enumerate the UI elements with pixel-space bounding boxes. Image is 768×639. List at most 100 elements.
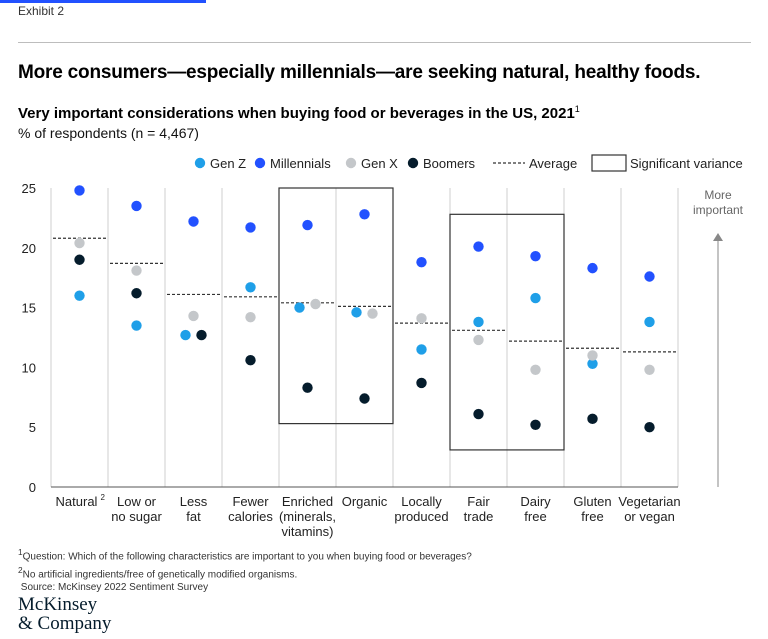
boomers-dot	[196, 329, 207, 341]
millennials-dot	[359, 209, 370, 220]
legend-gen-x-label: Gen X	[361, 156, 398, 171]
chart-title-footnote-marker: 1	[574, 104, 580, 114]
millennials-dot	[74, 185, 85, 196]
mckinsey-logo: McKinsey & Company	[18, 595, 111, 633]
legend-boomers-swatch	[407, 157, 419, 169]
category-label: Vegetarian	[618, 494, 680, 509]
up-arrow-icon	[713, 233, 723, 241]
gen-z-dot	[294, 302, 305, 313]
boomers-dot	[587, 413, 598, 425]
y-tick-label: 5	[29, 420, 36, 435]
millennials-dot	[245, 222, 256, 233]
millennials-dot	[644, 271, 655, 282]
category-label: Enriched	[282, 494, 333, 509]
category-label: Fair	[467, 494, 490, 509]
category-label: free	[524, 509, 546, 524]
gen-x-dot	[245, 311, 256, 323]
gen-x-dot	[131, 265, 142, 276]
category-label: Locally	[401, 494, 442, 509]
gen-z-dot	[473, 316, 484, 328]
category-label: calories	[228, 509, 273, 524]
legend-millennials-swatch	[254, 157, 266, 169]
significant-variance-box	[278, 187, 394, 425]
chart-title: Very important considerations when buyin…	[18, 104, 580, 122]
gen-z-dot	[131, 320, 142, 331]
gen-z-dot	[644, 316, 655, 328]
gen-z-dot	[351, 307, 362, 318]
header-divider	[18, 42, 751, 43]
gen-z-dot	[530, 292, 541, 304]
more-important-label-2: important	[693, 203, 744, 217]
millennials-dot	[530, 250, 541, 262]
gen-x-dot	[530, 364, 541, 375]
footnote-1: 1Question: Which of the following charac…	[18, 546, 472, 564]
millennials-dot	[188, 216, 199, 227]
footnote-1-marker: 1	[18, 547, 23, 557]
y-tick-label: 10	[22, 360, 36, 375]
category-label: vitamins)	[281, 524, 333, 539]
category-label: no sugar	[111, 509, 162, 524]
gen-z-dot	[416, 344, 427, 355]
boomers-dot	[359, 393, 370, 404]
exhibit-label: Exhibit 2	[18, 4, 65, 18]
gen-z-dot	[74, 290, 85, 301]
legend-boomers-label: Boomers	[423, 156, 476, 171]
source-note: Source: McKinsey 2022 Sentiment Survey	[18, 582, 472, 595]
footnote-1-text: Question: Which of the following charact…	[22, 551, 472, 563]
logo-line-1: McKinsey	[18, 594, 98, 615]
category-label: Organic	[342, 494, 388, 509]
headline: More consumers—especially millennials—ar…	[18, 62, 701, 83]
legend-millennials-label: Millennials	[270, 156, 331, 171]
category-label: free	[581, 509, 603, 524]
boomers-dot	[530, 419, 541, 431]
category-label: or vegan	[624, 509, 675, 524]
category-label: Fewer	[232, 494, 269, 509]
category-label: Dairy	[520, 494, 551, 509]
footnotes: 1Question: Which of the following charac…	[18, 546, 472, 594]
gen-x-dot	[367, 308, 378, 319]
millennials-dot	[302, 219, 313, 231]
footnote-2-marker: 2	[18, 564, 23, 575]
millennials-dot	[473, 241, 484, 252]
chart-title-text: Very important considerations when buyin…	[18, 105, 575, 122]
footnote-2-text: No artificial ingredients/free of geneti…	[22, 569, 298, 581]
gen-x-dot	[416, 313, 427, 324]
legend-variance-swatch	[591, 154, 627, 172]
category-label: (minerals,	[279, 509, 336, 524]
millennials-dot	[416, 256, 427, 268]
y-tick-label: 0	[29, 480, 36, 495]
y-tick-label: 15	[22, 301, 36, 316]
gen-x-dot	[587, 350, 598, 361]
category-label: fat	[186, 509, 201, 524]
gen-z-dot	[587, 358, 598, 370]
category-label: trade	[464, 509, 494, 524]
boomers-dot	[74, 254, 85, 265]
millennials-dot	[131, 200, 142, 212]
legend-gen-x-swatch	[345, 157, 357, 169]
boomers-dot	[644, 422, 655, 433]
boomers-dot	[131, 288, 142, 299]
y-tick-label: 25	[22, 181, 36, 196]
category-label: produced	[394, 509, 448, 524]
category-label: Low or	[117, 494, 157, 509]
gen-z-dot	[245, 282, 256, 293]
logo-line-2: & Company	[18, 613, 112, 634]
boomers-dot	[302, 382, 313, 393]
category-label: Natural	[56, 494, 98, 509]
top-accent-bar	[0, 0, 206, 3]
y-tick-label: 20	[22, 241, 36, 256]
millennials-dot	[587, 262, 598, 274]
gen-x-dot	[74, 237, 85, 249]
legend-gen-z-label: Gen Z	[210, 156, 246, 171]
boomers-dot	[473, 408, 484, 420]
category-footnote-marker: 2	[101, 493, 106, 502]
legend-gen-z-swatch	[194, 157, 206, 169]
gen-z-dot	[180, 329, 191, 341]
category-label: Gluten	[573, 494, 611, 509]
gen-x-dot	[188, 310, 199, 322]
category-label: Less	[180, 494, 208, 509]
gen-x-dot	[310, 298, 321, 310]
chart-unit-label: % of respondents (n = 4,467)	[18, 125, 199, 141]
more-important-label-1: More	[704, 188, 732, 202]
source-text: Source: McKinsey 2022 Sentiment Survey	[20, 581, 209, 593]
